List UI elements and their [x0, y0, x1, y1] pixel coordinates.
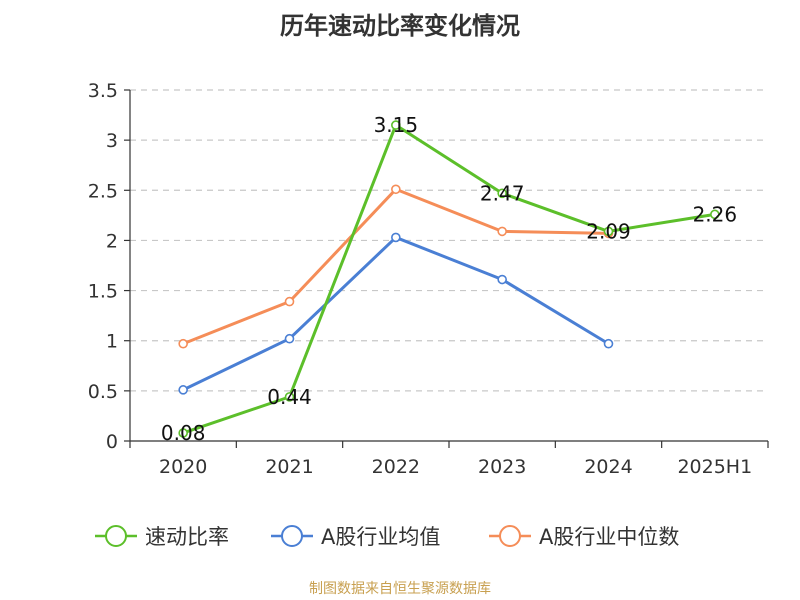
data-point [284, 392, 295, 402]
legend: 速动比率 A股行业均值 A股行业中位数 [95, 525, 679, 549]
data-point [178, 338, 188, 349]
data-point [497, 226, 507, 237]
data-point [178, 428, 188, 438]
data-label: 3.15 [374, 113, 419, 137]
y-tick-label: 2 [106, 230, 118, 252]
data-label: 2.47 [480, 181, 525, 205]
data-label: 0.08 [161, 421, 206, 445]
legend-marker [281, 525, 303, 547]
data-labels: 0.08 0.44 3.15 2.47 2.09 2.26 [161, 113, 737, 445]
series-line [182, 187, 609, 346]
data-label: 2.09 [586, 219, 631, 243]
x-tick-label: 2023 [478, 456, 526, 478]
source-note: 制图数据来自恒生聚源数据库 [309, 581, 491, 597]
legend-marker [499, 525, 521, 547]
y-tick-label: 3.5 [88, 80, 118, 102]
series-lines [178, 120, 720, 438]
grid-lines [130, 89, 768, 392]
series-line [182, 235, 610, 392]
legend-label: 速动比率 [145, 525, 229, 549]
axes: 0 0.5 1 1.5 2 2.5 3 3.5 2020 2021 2022 2023 2024 2025… [88, 80, 769, 478]
data-point [178, 385, 188, 395]
data-point [391, 232, 401, 243]
data-point [284, 333, 295, 344]
legend-label: A股行业中位数 [539, 525, 679, 549]
data-point [391, 184, 401, 195]
data-point [284, 296, 295, 307]
x-tick-label: 2020 [159, 456, 207, 478]
y-tick-label: 3 [106, 130, 118, 152]
y-tick-label: 1.5 [88, 281, 118, 303]
data-point [603, 226, 614, 237]
y-tick-label: 0.5 [88, 381, 118, 403]
data-point [497, 274, 507, 285]
data-point [391, 120, 401, 130]
data-point [603, 338, 614, 349]
data-label: 2.26 [693, 202, 738, 226]
chart-title: 历年速动比率变化情况 [280, 12, 520, 40]
x-tick-label: 2021 [265, 456, 313, 478]
x-tick-label: 2022 [372, 456, 420, 478]
series-line [182, 123, 716, 435]
y-tick-label: 2.5 [88, 180, 118, 202]
data-point [497, 188, 507, 199]
x-tick-label: 2024 [584, 456, 632, 478]
x-tick-label: 2025H1 [677, 456, 752, 478]
data-label: 0.44 [267, 385, 312, 409]
legend-marker [105, 525, 127, 547]
y-tick-label: 0 [106, 431, 118, 453]
data-point [710, 209, 720, 220]
y-tick-label: 1 [106, 331, 118, 353]
legend-label: A股行业均值 [321, 525, 440, 549]
